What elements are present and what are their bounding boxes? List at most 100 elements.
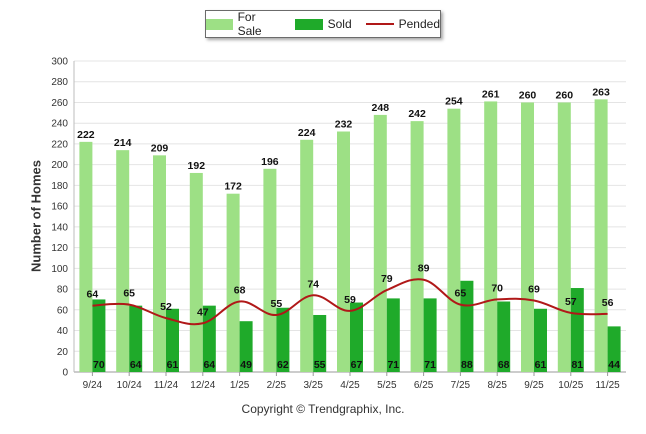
- y-tick-label: 140: [51, 222, 68, 233]
- sold-bar: [460, 280, 474, 372]
- for-sale-data-label: 261: [482, 88, 500, 100]
- pended-line: [92, 278, 608, 326]
- sold-bar: [423, 298, 437, 372]
- pended-data-label: 57: [565, 296, 577, 308]
- pended-data-label: 65: [455, 288, 467, 300]
- legend-item-for-sale[interactable]: For Sale: [206, 10, 281, 38]
- sold-data-label: 49: [240, 359, 252, 371]
- pended-data-label: 59: [344, 294, 356, 306]
- x-tick-label: 10/25: [558, 380, 583, 391]
- pended-data-label: 65: [123, 288, 135, 300]
- for-sale-bar: [300, 139, 314, 372]
- for-sale-data-label: 222: [77, 129, 95, 141]
- for-sale-data-label: 209: [151, 142, 169, 154]
- x-tick-label: 3/25: [303, 380, 323, 391]
- sold-data-label: 61: [167, 359, 179, 371]
- for-sale-bar: [189, 172, 203, 372]
- for-sale-data-label: 254: [445, 96, 463, 108]
- y-tick-label: 160: [51, 202, 68, 213]
- pended-data-label: 64: [87, 289, 99, 301]
- x-tick-label: 2/25: [267, 380, 287, 391]
- pended-data-label: 68: [234, 285, 246, 297]
- for-sale-data-label: 260: [556, 89, 574, 101]
- for-sale-bar: [484, 101, 498, 373]
- for-sale-bar: [337, 131, 350, 372]
- y-tick-label: 120: [51, 243, 68, 254]
- pended-data-label: 55: [271, 298, 283, 310]
- sold-bar: [534, 308, 547, 372]
- copyright-text: Copyright © Trendgraphix, Inc.: [241, 402, 405, 416]
- sold-data-label: 71: [387, 359, 399, 371]
- for-sale-bar: [410, 121, 424, 372]
- x-tick-label: 6/25: [414, 380, 434, 391]
- y-tick-label: 240: [51, 119, 68, 130]
- pended-data-label: 69: [528, 283, 540, 295]
- sold-data-label: 71: [424, 359, 436, 371]
- x-tick-label: 11/25: [595, 380, 620, 391]
- sold-swatch: [294, 18, 323, 30]
- legend-label-sold: Sold: [327, 17, 352, 31]
- sold-data-label: 70: [93, 359, 105, 371]
- for-sale-data-label: 224: [298, 127, 316, 139]
- x-tick-label: 12/24: [190, 380, 215, 391]
- legend: For Sale Sold Pended: [205, 10, 441, 38]
- for-sale-data-label: 242: [408, 108, 426, 120]
- sold-bar: [313, 314, 327, 372]
- y-tick-label: 60: [57, 305, 69, 316]
- sold-bar: [129, 305, 143, 372]
- sold-data-label: 81: [571, 359, 583, 371]
- sold-bar: [350, 302, 363, 372]
- y-tick-label: 300: [51, 57, 68, 68]
- y-tick-label: 180: [51, 181, 68, 192]
- y-tick-label: 100: [51, 264, 68, 275]
- pended-data-label: 52: [160, 301, 172, 313]
- x-tick-label: 4/25: [340, 380, 360, 391]
- pended-data-label: 79: [381, 273, 393, 285]
- for-sale-data-label: 214: [114, 137, 132, 149]
- x-tick-label: 1/25: [230, 380, 250, 391]
- y-tick-label: 220: [51, 139, 68, 150]
- legend-item-pended[interactable]: Pended: [365, 17, 440, 31]
- for-sale-data-label: 172: [224, 181, 242, 193]
- sold-bar: [92, 299, 106, 372]
- sold-data-label: 67: [351, 359, 363, 371]
- y-tick-label: 20: [57, 347, 69, 358]
- y-tick-label: 280: [51, 77, 68, 88]
- y-tick-label: 80: [57, 285, 69, 296]
- pended-data-label: 70: [491, 282, 503, 294]
- for-sale-bar: [594, 99, 608, 373]
- y-tick-label: 260: [51, 98, 68, 109]
- for-sale-bar: [226, 193, 240, 372]
- sold-bar: [276, 307, 290, 372]
- legend-label-pended: Pended: [398, 17, 440, 31]
- sold-bar: [166, 308, 179, 372]
- sold-data-label: 68: [498, 359, 510, 371]
- x-tick-label: 10/24: [117, 380, 142, 391]
- sold-data-label: 64: [130, 359, 142, 371]
- legend-item-sold[interactable]: Sold: [294, 17, 352, 31]
- for-sale-data-label: 196: [261, 156, 279, 168]
- x-tick-label: 5/25: [377, 380, 397, 391]
- for-sale-bar: [153, 155, 166, 372]
- for-sale-data-label: 260: [519, 89, 537, 101]
- for-sale-bar: [116, 150, 130, 372]
- pended-data-label: 74: [307, 278, 319, 290]
- sold-bar: [497, 301, 511, 372]
- for-sale-bar: [447, 108, 461, 372]
- for-sale-swatch: [206, 18, 233, 30]
- pended-data-label: 47: [197, 306, 209, 318]
- pended-data-label: 89: [418, 263, 430, 275]
- x-tick-label: 7/25: [451, 380, 471, 391]
- for-sale-data-label: 192: [188, 160, 206, 172]
- legend-label-for-sale: For Sale: [237, 10, 262, 38]
- sold-data-label: 55: [314, 359, 326, 371]
- x-tick-label: 11/24: [154, 380, 179, 391]
- sold-bar: [386, 298, 400, 372]
- pended-swatch: [365, 23, 394, 25]
- x-tick-label: 9/24: [83, 380, 103, 391]
- for-sale-bar: [521, 102, 534, 372]
- for-sale-bar: [263, 168, 277, 372]
- sold-bar: [607, 326, 621, 372]
- sold-data-label: 62: [277, 359, 289, 371]
- sold-data-label: 64: [203, 359, 215, 371]
